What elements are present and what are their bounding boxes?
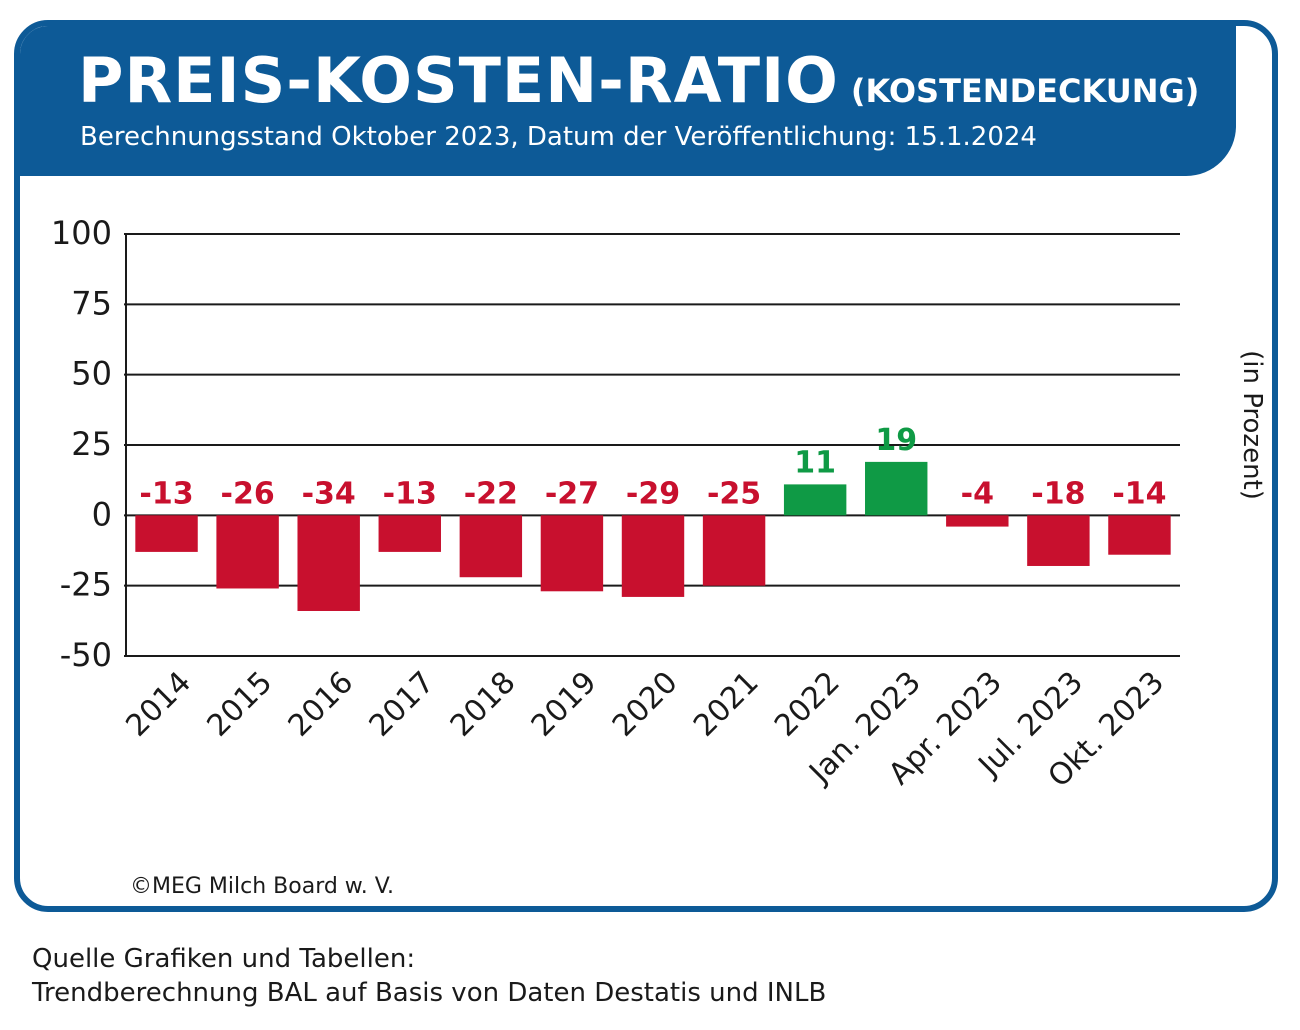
source-line-1: Quelle Grafiken und Tabellen: — [32, 944, 416, 974]
data-label: -25 — [707, 476, 761, 511]
x-tick-label: 2019 — [525, 665, 604, 744]
bar-2020 — [621, 515, 685, 597]
data-label: -27 — [545, 476, 599, 511]
y-tick-label: 100 — [51, 214, 112, 252]
chart-subtitle: Berechnungsstand Oktober 2023, Datum der… — [80, 122, 1037, 152]
y-tick-label: -25 — [60, 566, 112, 604]
data-label: -34 — [302, 476, 356, 511]
data-label: 19 — [875, 423, 917, 458]
y-tick-label: 25 — [71, 425, 112, 463]
x-tick-label: 2020 — [606, 665, 685, 744]
chart-title-suffix: (KOSTENDECKUNG) — [850, 72, 1200, 110]
bar-2017 — [378, 515, 441, 552]
x-tick-label: 2018 — [444, 665, 523, 744]
x-tick-label: 2017 — [363, 665, 442, 744]
bar-2022 — [783, 484, 847, 516]
data-label: -13 — [139, 476, 193, 511]
x-tick-label: 2015 — [201, 665, 280, 744]
y-axis-ticks: 100 75 50 25 0 -25 -50 — [51, 214, 112, 674]
bar-apr-2023 — [946, 515, 1009, 527]
data-label: -22 — [464, 476, 518, 511]
data-label: -14 — [1112, 476, 1166, 511]
data-labels: -13 -26 -34 -13 -22 -27 -29 -25 11 19 -4 -18 -14 — [139, 423, 1166, 511]
title-group: PREIS-KOSTEN-RATIO (KOSTENDECKUNG) — [78, 44, 1199, 117]
source-line-2: Trendberechnung BAL auf Basis von Daten … — [32, 978, 827, 1008]
y-tick-label: 50 — [71, 355, 112, 393]
source-note: Quelle Grafiken und Tabellen: Trendberec… — [32, 942, 826, 1010]
data-label: -13 — [383, 476, 437, 511]
bar-chart: 100 75 50 25 0 -25 -50 -13 -26 -34 -13 -22 -27 -29 -2… — [51, 214, 1267, 795]
x-tick-label: 2014 — [119, 665, 198, 744]
x-tick-label: 2021 — [687, 665, 766, 744]
y-tick-label: -50 — [60, 636, 112, 674]
bars — [135, 461, 1171, 611]
y-tick-label: 0 — [92, 495, 112, 533]
bar-2021 — [702, 515, 766, 586]
x-axis-ticks: 2014 2015 2016 2017 2018 2019 2020 2021 2022Jan.… — [119, 665, 1171, 795]
bar-2018 — [459, 515, 523, 578]
title-banner: PREIS-KOSTEN-RATIO (KOSTENDECKUNG) Berech… — [20, 26, 1236, 176]
data-label: -29 — [626, 476, 680, 511]
data-label: -26 — [221, 476, 275, 511]
bar-2016 — [297, 515, 360, 611]
copyright-notice: ©MEG Milch Board w. V. — [130, 874, 394, 899]
data-label: -18 — [1031, 476, 1085, 511]
data-label: 11 — [794, 445, 836, 480]
bar-2019 — [540, 515, 604, 592]
bar-okt-2023 — [1108, 515, 1171, 555]
bar-jul-2023 — [1027, 515, 1090, 566]
bar-2015 — [216, 515, 279, 589]
bar-2014 — [135, 515, 198, 552]
y-axis-label: (in Prozent) — [1237, 350, 1267, 500]
chart-title: PREIS-KOSTEN-RATIO — [78, 44, 839, 117]
x-tick-label: 2016 — [282, 665, 361, 744]
data-label: -4 — [961, 476, 994, 511]
chart-frame: PREIS-KOSTEN-RATIO (KOSTENDECKUNG) Berech… — [14, 20, 1278, 912]
bar-jan-2023 — [865, 461, 928, 516]
y-tick-label: 75 — [71, 284, 112, 322]
